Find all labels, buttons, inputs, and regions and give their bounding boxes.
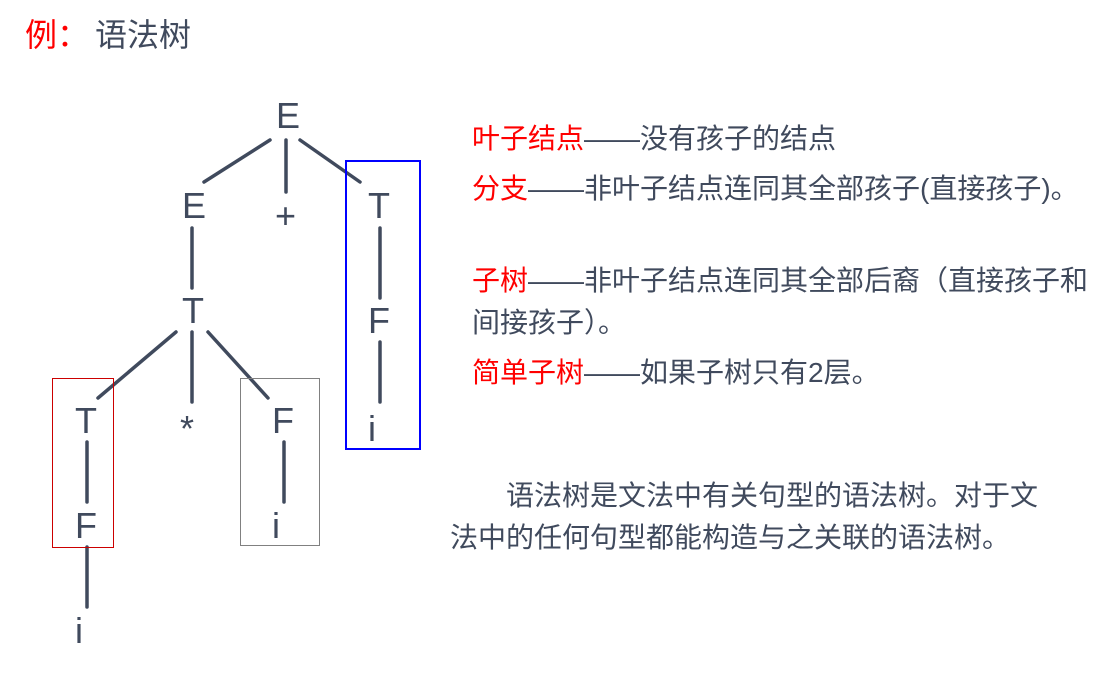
definition-dash: ——	[528, 265, 584, 296]
definition-desc: 如果子树只有2层。	[640, 357, 880, 388]
definition-term: 分支	[472, 173, 528, 204]
definition-term: 简单子树	[472, 357, 584, 388]
tree-edge	[204, 140, 270, 182]
tree-node-E1: E	[182, 185, 206, 227]
definition-row-1: 分支——非叶子结点连同其全部孩子(直接孩子)。	[472, 168, 1102, 210]
definition-term: 叶子结点	[472, 123, 584, 154]
tree-node-star: *	[180, 408, 194, 450]
tree-node-E_root: E	[276, 95, 300, 137]
tree-node-T_ll: T	[75, 400, 97, 442]
definition-row-2: 子树——非叶子结点连同其全部后裔（直接孩子和间接孩子）。	[472, 260, 1110, 344]
tree-node-i_m: i	[272, 505, 280, 547]
definition-term: 子树	[472, 265, 528, 296]
definition-dash: ——	[584, 357, 640, 388]
definition-row-3: 简单子树——如果子树只有2层。	[472, 352, 1102, 394]
definition-row-0: 叶子结点——没有孩子的结点	[472, 118, 1102, 160]
tree-node-F_ll: F	[75, 505, 97, 547]
definition-dash: ——	[584, 123, 640, 154]
definition-desc: 非叶子结点连同其全部孩子(直接孩子)。	[584, 173, 1079, 204]
tree-node-i_ll: i	[75, 610, 83, 652]
tree-node-T1: T	[182, 290, 204, 332]
definition-desc: 没有孩子的结点	[640, 123, 836, 154]
tree-node-plus: +	[275, 195, 296, 237]
summary-paragraph: 语法树是文法中有关句型的语法树。对于文法中的任何句型都能构造与之关联的语法树。	[450, 475, 1050, 559]
tree-node-F_r: F	[368, 300, 390, 342]
tree-node-i_r: i	[368, 408, 376, 450]
tree-node-T_r: T	[368, 185, 390, 227]
definition-dash: ——	[528, 173, 584, 204]
tree-node-F_m: F	[272, 400, 294, 442]
